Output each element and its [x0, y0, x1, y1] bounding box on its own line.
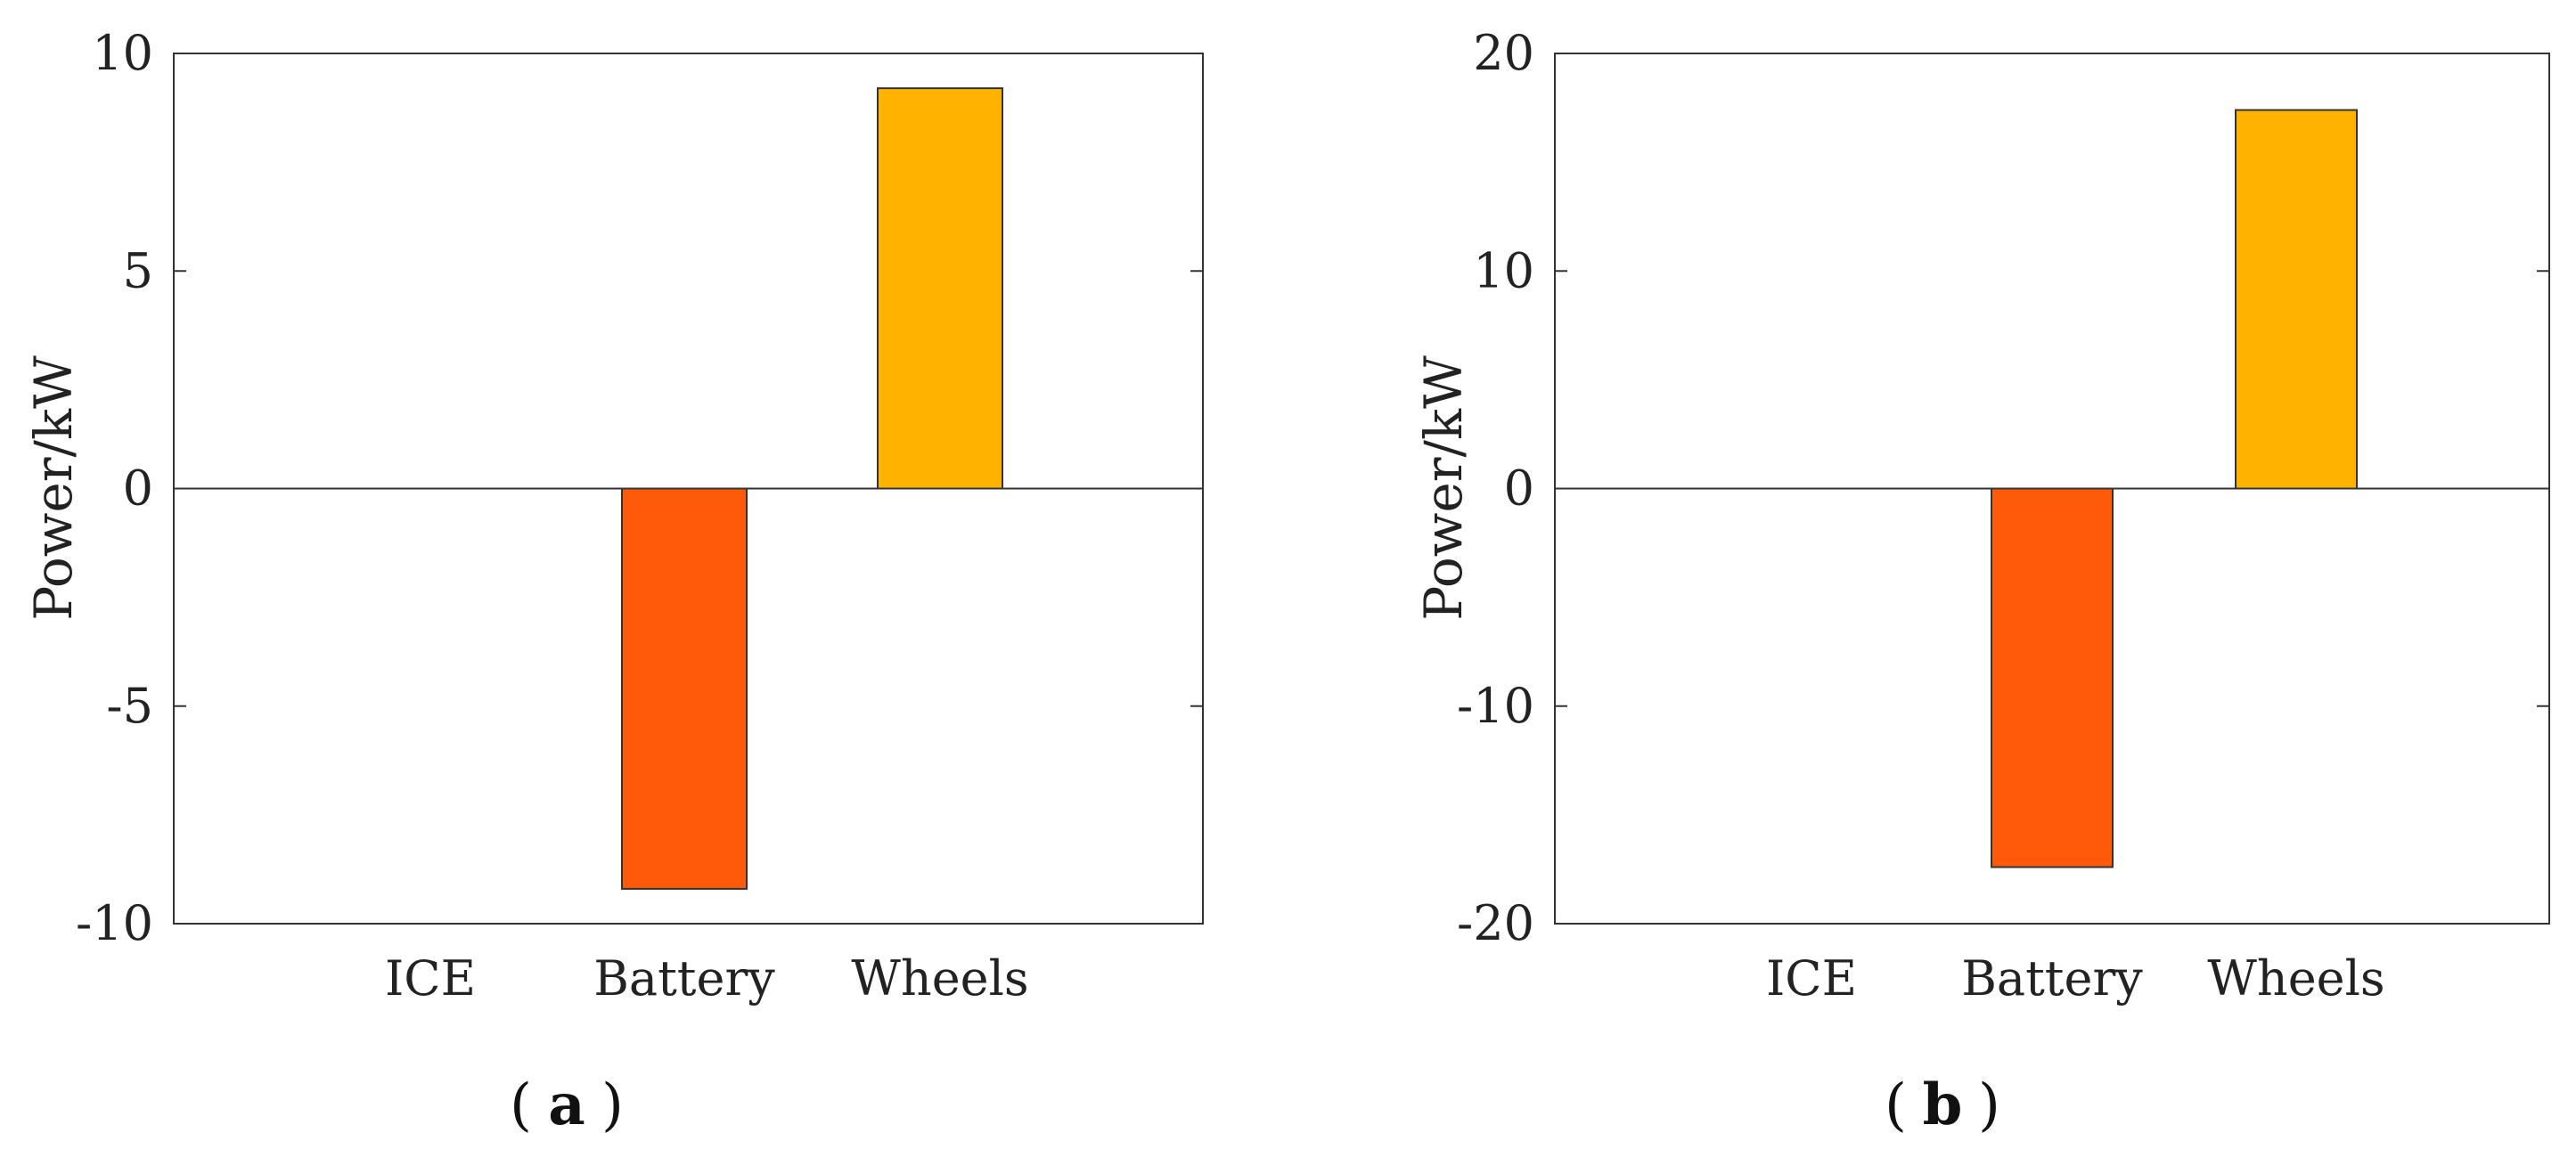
bar-wheels: [877, 87, 1003, 490]
caption-a: ( a ): [510, 1072, 624, 1138]
x-tick-label-battery: Battery: [1961, 950, 2143, 1006]
y-axis-title: Power/kW: [1413, 355, 1474, 621]
y-tick-label: -20: [1457, 895, 1534, 951]
x-tick-label-ice: ICE: [385, 950, 476, 1006]
svg-text:(: (: [510, 1072, 532, 1138]
caption-b: ( b ): [1885, 1072, 2000, 1138]
svg-text:): ): [1978, 1072, 2000, 1138]
x-tick-labels: ICE Battery Wheels: [1766, 950, 2385, 1006]
y-ticks: 20 10 0 -10 -20: [1457, 25, 2549, 951]
svg-text:): ): [601, 1072, 624, 1138]
y-tick-label: 10: [92, 25, 153, 81]
y-ticks: 10 5 0 -5 -10: [76, 25, 1203, 951]
y-tick-label: -10: [1457, 678, 1534, 734]
y-axis-title: Power/kW: [23, 355, 84, 621]
bar-battery: [621, 487, 748, 890]
chart-panel-b: 20 10 0 -10 -20 ICE Battery Wheels Power/kW ( …: [1413, 25, 2550, 1138]
y-tick-label: 0: [123, 460, 153, 517]
x-tick-label-wheels: Wheels: [2207, 950, 2384, 1006]
x-tick-labels: ICE Battery Wheels: [385, 950, 1029, 1006]
bars: [1991, 109, 2358, 868]
caption-letter-a: a: [548, 1072, 585, 1138]
bars: [621, 87, 1003, 890]
x-tick-label-battery: Battery: [593, 950, 775, 1006]
caption-letter-b: b: [1923, 1072, 1963, 1138]
bar-wheels: [2235, 109, 2358, 490]
x-tick-label-wheels: Wheels: [851, 950, 1028, 1006]
y-tick-label: -10: [76, 895, 153, 951]
y-tick-label: -5: [106, 678, 153, 734]
y-tick-label: 10: [1473, 242, 1534, 298]
y-tick-label: 5: [123, 242, 153, 298]
y-tick-label: 20: [1473, 25, 1534, 81]
x-tick-label-ice: ICE: [1766, 950, 1857, 1006]
y-tick-label: 0: [1504, 460, 1534, 517]
bar-battery: [1991, 487, 2114, 868]
chart-panel-a: 10 5 0 -5 -10 ICE Battery Wheels Power/kW ( a …: [23, 25, 1204, 1138]
svg-text:(: (: [1885, 1072, 1907, 1138]
